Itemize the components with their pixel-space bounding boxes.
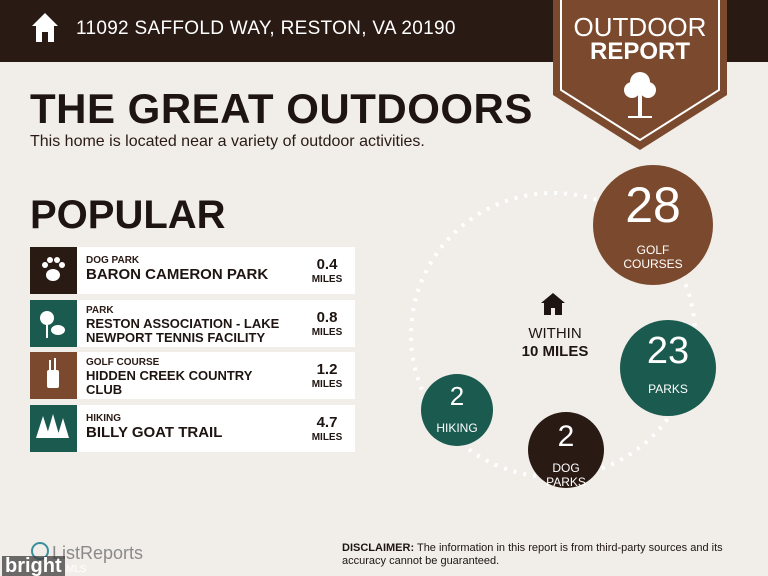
item-card: HIKING BILLY GOAT TRAIL 4.7 MILES bbox=[77, 405, 355, 452]
list-item: HIKING BILLY GOAT TRAIL 4.7 MILES bbox=[30, 405, 355, 452]
circle-count: 23 bbox=[646, 330, 690, 372]
item-unit: MILES bbox=[311, 274, 343, 285]
within-label: WITHIN bbox=[528, 325, 582, 342]
mls-brand: bright bbox=[2, 556, 65, 576]
disclaimer: DISCLAIMER: The information in this repo… bbox=[342, 542, 752, 568]
park-icon bbox=[40, 311, 65, 338]
item-card: PARK RESTON ASSOCIATION - LAKE NEWPORT TE… bbox=[77, 300, 355, 347]
hiking-circle bbox=[421, 374, 493, 446]
list-item: GOLF COURSE HIDDEN CREEK COUNTRY CLUB 1.2 M… bbox=[30, 352, 355, 399]
item-category: HIKING bbox=[86, 413, 121, 424]
list-item: DOG PARK BARON CAMERON PARK 0.4 MILES bbox=[30, 247, 355, 294]
home-icon bbox=[541, 293, 565, 315]
mls-suffix: MLS bbox=[66, 564, 87, 575]
item-distance: 0.4 bbox=[316, 256, 338, 273]
item-name: BARON CAMERON PARK bbox=[86, 266, 269, 283]
item-category: PARK bbox=[86, 305, 114, 316]
circle-count: 2 bbox=[557, 419, 575, 453]
circle-label: PARKS bbox=[648, 382, 688, 397]
item-card: GOLF COURSE HIDDEN CREEK COUNTRY CLUB 1.2 M… bbox=[77, 352, 355, 399]
disclaimer-label: DISCLAIMER: bbox=[342, 542, 415, 554]
address: 11092 SAFFOLD WAY, RESTON, VA 20190 bbox=[76, 18, 456, 39]
tree-icon bbox=[624, 72, 656, 118]
circle-label: GOLF COURSES bbox=[623, 243, 683, 271]
park-icon-bg bbox=[30, 300, 77, 347]
item-category: DOG PARK bbox=[86, 255, 140, 266]
circle-label: DOG PARKS bbox=[546, 461, 586, 490]
circle-count: 2 bbox=[449, 381, 465, 411]
circle-count: 28 bbox=[625, 177, 681, 233]
item-name: HIDDEN CREEK COUNTRY CLUB bbox=[86, 368, 253, 397]
item-distance: 1.2 bbox=[316, 361, 338, 378]
item-unit: MILES bbox=[311, 432, 343, 443]
title: THE GREAT OUTDOORS bbox=[30, 85, 533, 132]
item-distance: 0.8 bbox=[316, 309, 338, 326]
subtitle: This home is located near a variety of o… bbox=[30, 133, 425, 150]
item-unit: MILES bbox=[311, 327, 343, 338]
item-unit: MILES bbox=[311, 379, 343, 390]
item-distance: 4.7 bbox=[316, 414, 338, 431]
within-label: 10 MILES bbox=[521, 343, 589, 360]
circle-label: HIKING bbox=[436, 420, 478, 435]
section-heading: POPULAR bbox=[30, 193, 226, 237]
item-name: BILLY GOAT TRAIL bbox=[86, 424, 223, 441]
badge-line: OUTDOOR bbox=[573, 12, 707, 42]
disclaimer-text: The information in this report is from t… bbox=[342, 542, 723, 567]
item-category: GOLF COURSE bbox=[86, 357, 160, 368]
golf-icon bbox=[47, 358, 59, 388]
badge-line: REPORT bbox=[589, 38, 690, 65]
paw-icon bbox=[42, 257, 65, 281]
brand: ListReports bbox=[52, 543, 144, 563]
trees-icon bbox=[36, 414, 69, 438]
dog-circle bbox=[528, 412, 604, 488]
parks-circle bbox=[620, 320, 716, 416]
list-item: PARK RESTON ASSOCIATION - LAKE NEWPORT TE… bbox=[30, 300, 355, 347]
home-icon bbox=[32, 13, 58, 42]
item-name: RESTON ASSOCIATION - LAKE NEWPORT TENNIS… bbox=[86, 316, 280, 345]
golf-circle bbox=[593, 165, 713, 285]
item-card: DOG PARK BARON CAMERON PARK 0.4 MILES bbox=[77, 247, 355, 294]
badge-outline bbox=[560, 0, 720, 142]
